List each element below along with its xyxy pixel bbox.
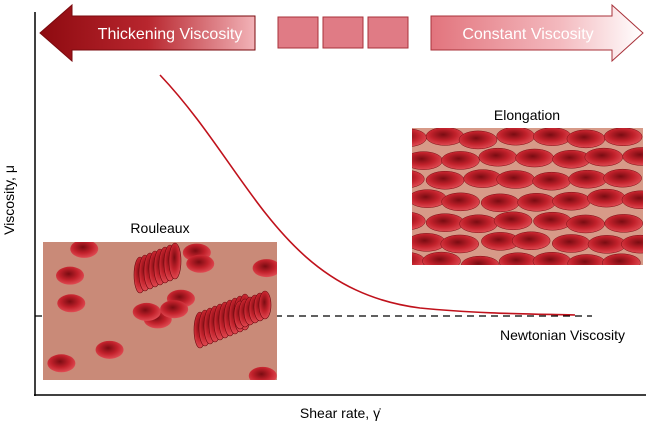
blood-cell — [515, 148, 554, 168]
block — [277, 16, 319, 49]
blood-cell — [621, 234, 643, 254]
blood-cell — [258, 290, 272, 320]
blood-cell — [95, 340, 124, 359]
rouleaux-image — [43, 242, 277, 380]
blood-cell — [422, 251, 461, 265]
blood-cell — [460, 255, 500, 265]
blood-cell — [568, 169, 607, 189]
blood-cell — [168, 242, 182, 280]
blood-cell — [532, 252, 572, 265]
blood-cell — [603, 128, 643, 146]
blood-cell — [440, 234, 480, 254]
blood-cell — [604, 214, 643, 233]
blood-cell — [533, 128, 572, 146]
blood-cell — [622, 147, 643, 166]
blood-cell — [493, 211, 533, 231]
blood-cell — [412, 151, 443, 170]
blood-cell — [517, 193, 556, 212]
blood-cell — [587, 188, 626, 208]
blood-cell — [412, 233, 446, 252]
blood-cell — [602, 253, 641, 265]
block — [367, 16, 409, 49]
blood-cell — [425, 128, 465, 146]
image-label: Elongation — [494, 107, 560, 123]
blood-cell — [70, 242, 99, 258]
left-arrow-label: Thickening Viscosity — [98, 26, 243, 43]
viscosity-curve — [159, 74, 576, 316]
blood-cell — [441, 192, 480, 212]
blood-cell — [511, 231, 551, 251]
blood-cell — [412, 170, 425, 188]
blood-cell — [441, 151, 480, 170]
blood-cell — [248, 366, 277, 380]
blood-cell — [478, 147, 518, 167]
blood-cell — [496, 128, 535, 146]
image-label: Rouleaux — [130, 220, 189, 236]
blood-cell — [412, 212, 426, 230]
blood-cell — [532, 171, 571, 191]
blood-cell — [551, 234, 591, 253]
block — [322, 16, 364, 49]
blood-cell — [57, 294, 86, 313]
blood-cell — [552, 150, 591, 169]
blood-cell — [425, 213, 465, 232]
blood-cell — [252, 259, 277, 278]
x-axis-label: Shear rate, γ̇ — [300, 405, 381, 421]
blood-cell — [132, 302, 161, 321]
blood-cell — [566, 129, 606, 149]
left-arrow — [39, 3, 256, 63]
y-axis-label: Viscosity, μ — [1, 165, 17, 235]
right-arrow — [430, 3, 644, 63]
blood-cell — [567, 254, 606, 265]
blood-cell — [498, 252, 538, 265]
blood-cell — [621, 190, 643, 210]
elongation-image — [412, 128, 643, 265]
blood-cell — [425, 170, 465, 190]
blood-cell — [496, 170, 535, 189]
blood-cell — [533, 211, 572, 231]
blood-cell — [47, 354, 76, 373]
blood-cell — [566, 214, 605, 234]
blood-cell — [160, 300, 189, 319]
blood-cell — [412, 189, 447, 208]
blood-cell — [412, 128, 427, 147]
reference-label: Newtonian Viscosity — [500, 327, 625, 343]
blood-cell — [587, 235, 627, 254]
right-arrow-label: Constant Viscosity — [462, 26, 593, 43]
blood-cell — [480, 193, 520, 213]
blood-cell — [584, 147, 624, 167]
blood-cell — [458, 130, 498, 150]
blood-cell — [56, 266, 85, 285]
blood-cell — [186, 254, 215, 273]
blood-cell — [603, 168, 642, 188]
blood-cell — [459, 214, 498, 234]
blood-cell — [463, 169, 502, 188]
blood-cell — [552, 191, 591, 211]
blood-cell — [412, 252, 426, 265]
